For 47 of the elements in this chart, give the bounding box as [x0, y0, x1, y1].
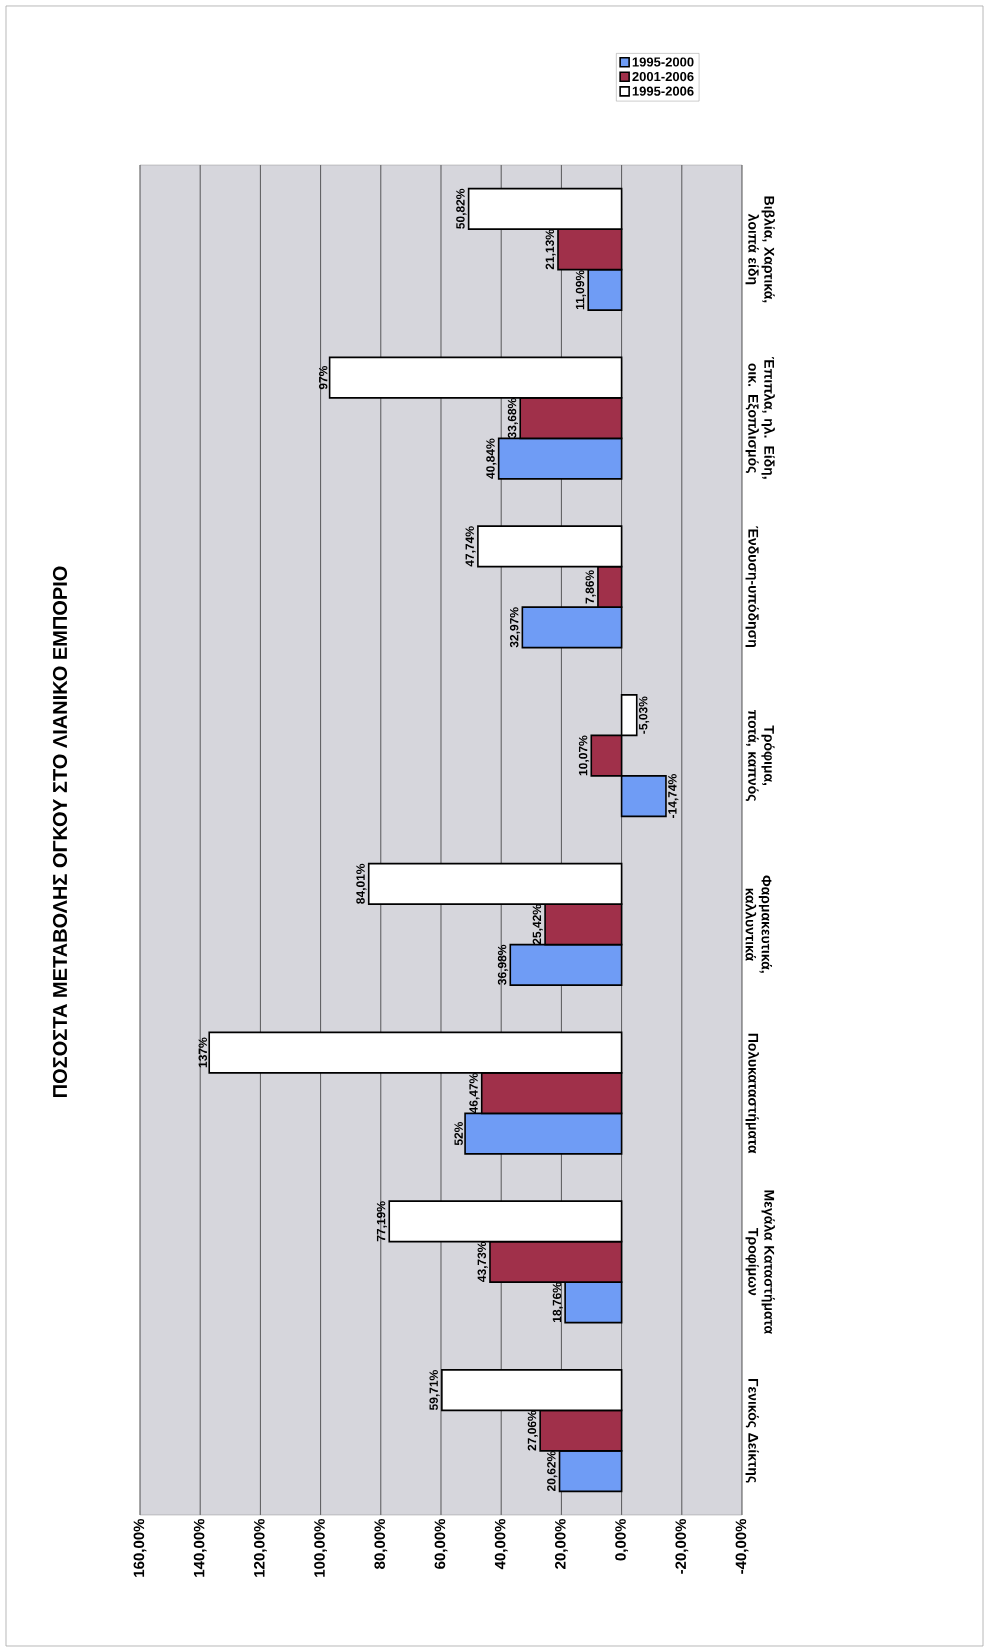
data-label: 10,07%: [578, 735, 590, 776]
data-label: 25,42%: [532, 904, 543, 945]
x-tick-label: 0,00%: [615, 1518, 628, 1561]
y-tick-label: Βιβλία, Χαρτικά, λοιπά είδη: [745, 196, 775, 303]
data-label: -5,03%: [638, 696, 650, 734]
x-tick-label: 100,00%: [314, 1518, 327, 1577]
data-label: 18,76%: [552, 1282, 563, 1322]
y-tick-label: Έπιπλα, ηλ. Είδη, οικ. Εξοπλισμός: [745, 356, 775, 479]
y-tick-label: Γενικός Δείκτης: [745, 1379, 759, 1483]
y-tick-label: Φαρμακευτικά, καλλυντικά: [745, 875, 772, 973]
data-label: 36,98%: [497, 944, 509, 985]
text: ΠΟΣΟΣΤΑ ΜΕΤΑΒΟΛΗΣ ΟΓΚΟΥ ΣΤΟ ΛΙΑΝΙΚΟ ΕΜΠΟΡΙΟ: [52, 566, 68, 1097]
x-tick-label: 40,00%: [494, 1518, 508, 1570]
data-label: 50,82%: [456, 188, 467, 229]
data-label: 27,06%: [527, 1410, 538, 1451]
data-label: 7,86%: [585, 570, 596, 604]
data-label: 137%: [198, 1037, 208, 1068]
data-label: 59,71%: [429, 1370, 440, 1411]
data-label: 40,84%: [486, 438, 497, 479]
legend-label: 1995-2000: [632, 57, 694, 67]
x-tick-label: 140,00%: [193, 1518, 207, 1577]
x-tick-label: -40,00%: [735, 1518, 749, 1574]
x-tick-label: -20,00%: [675, 1518, 689, 1574]
data-label: 97%: [318, 365, 328, 390]
data-label: 43,73%: [477, 1241, 488, 1283]
data-label: 33,68%: [507, 398, 519, 439]
data-label: 21,13%: [545, 229, 556, 270]
y-tick-label: Ένδυση-υπόδηση: [745, 526, 759, 647]
x-tick-label: 160,00%: [133, 1518, 147, 1577]
legend-label: 2001-2006: [632, 71, 694, 82]
data-label: 46,47%: [469, 1073, 480, 1114]
data-label: 11,09%: [575, 270, 587, 310]
data-label: -14,74%: [668, 774, 679, 819]
y-tick-label: Τρόφιμα, ποτά, καπνός: [745, 710, 775, 801]
x-tick-label: 120,00%: [253, 1518, 267, 1577]
data-label: 47,74%: [465, 526, 476, 567]
data-label: 77,19%: [376, 1201, 388, 1242]
data-label: 32,97%: [509, 607, 521, 648]
data-label: 52%: [454, 1121, 463, 1146]
x-tick-label: 60,00%: [434, 1518, 448, 1569]
x-tick-label: 80,00%: [374, 1518, 388, 1569]
legend-label: 1995-2006: [632, 86, 694, 96]
x-tick-label: 20,00%: [555, 1518, 568, 1569]
y-tick-label: Πολυκαταστήματα: [745, 1033, 759, 1154]
y-tick-label: Μεγάλα Καταστήματα Τροφίμων: [745, 1190, 775, 1334]
data-label: 84,01%: [356, 863, 367, 904]
data-label: 20,62%: [547, 1451, 558, 1492]
